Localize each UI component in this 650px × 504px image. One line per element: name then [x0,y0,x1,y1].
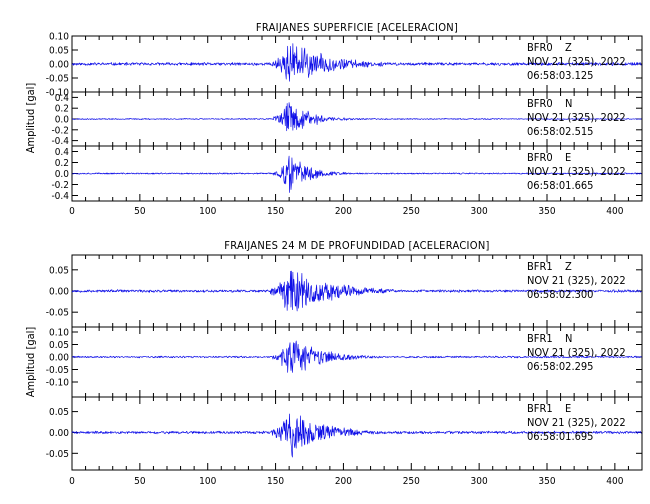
date-label: NOV 21 (325), 2022 [527,274,626,287]
x-tick-label: 0 [69,206,75,217]
waveform-trace [71,102,642,132]
station-label: BFR1 [527,332,553,345]
y-tick-label: 0.00 [49,60,69,71]
y-axis-label: Amplitud [gal] [24,83,37,154]
chart-title: FRAIJANES 24 M DE PROFUNDIDAD [ACELERACI… [224,239,489,252]
y-tick-label: -0.4 [51,136,69,147]
x-tick-label: 300 [471,476,488,487]
x-tick-label: 150 [267,476,284,487]
x-tick-label: 350 [538,206,555,217]
component-label: E [565,402,571,415]
waveform-trace [71,413,642,458]
time-label: 06:58:02.295 [527,360,593,373]
x-tick-label: 250 [403,206,420,217]
x-tick-label: 350 [538,476,555,487]
time-label: 06:58:03.125 [527,69,593,82]
component-label: Z [565,260,572,273]
y-tick-label: -0.05 [46,74,69,85]
x-tick-label: 0 [69,476,75,487]
time-label: 06:58:02.300 [527,288,593,301]
component-label: N [565,97,572,110]
waveform-trace [71,155,642,193]
y-tick-label: 0.10 [49,328,69,339]
x-tick-label: 50 [134,476,146,487]
y-tick-label: 0.05 [49,265,69,276]
y-tick-label: 0.05 [49,340,69,351]
y-tick-label: 0.2 [55,104,69,115]
station-label: BFR0 [527,41,553,54]
y-tick-label: -0.2 [51,125,69,136]
date-label: NOV 21 (325), 2022 [527,55,626,68]
waveform-trace [71,270,642,312]
y-tick-label: 0.4 [55,147,70,158]
x-tick-label: 300 [471,206,488,217]
y-tick-label: 0.0 [55,115,70,126]
y-axis-label: Amplitud [gal] [24,327,37,398]
station-label: BFR1 [527,402,553,415]
x-tick-label: 200 [335,206,352,217]
y-tick-label: -0.05 [46,449,69,460]
date-label: NOV 21 (325), 2022 [527,416,626,429]
y-tick-label: 0.05 [49,46,69,57]
x-tick-label: 50 [134,206,146,217]
x-tick-label: 150 [267,206,284,217]
x-tick-label: 400 [606,206,623,217]
time-label: 06:58:01.695 [527,430,593,443]
y-tick-label: -0.10 [46,88,70,99]
y-tick-label: -0.05 [46,308,69,319]
time-label: 06:58:01.665 [527,179,593,192]
y-tick-label: 0.00 [49,287,69,298]
x-tick-label: 250 [403,476,420,487]
waveform-trace [71,340,642,373]
y-tick-label: -0.10 [46,378,70,389]
y-tick-label: 0.05 [49,407,69,418]
station-label: BFR0 [527,97,553,110]
time-label: 06:58:02.515 [527,125,593,138]
x-tick-label: 400 [606,476,623,487]
station-label: BFR1 [527,260,553,273]
component-label: N [565,332,572,345]
date-label: NOV 21 (325), 2022 [527,346,626,359]
date-label: NOV 21 (325), 2022 [527,111,626,124]
x-tick-label: 100 [199,206,216,217]
y-tick-label: -0.2 [51,180,69,191]
y-tick-label: 0.10 [49,32,69,43]
x-tick-label: 200 [335,476,352,487]
date-label: NOV 21 (325), 2022 [527,165,626,178]
component-label: E [565,151,571,164]
y-tick-label: 0.00 [49,428,69,439]
component-label: Z [565,41,572,54]
x-tick-label: 100 [199,476,216,487]
y-tick-label: -0.05 [46,365,69,376]
station-label: BFR0 [527,151,553,164]
y-tick-label: -0.4 [51,191,69,202]
y-tick-label: 0.4 [55,93,70,104]
y-tick-label: 0.2 [55,158,69,169]
y-tick-label: 0.00 [49,353,69,364]
waveform-trace [71,43,642,82]
chart-title: FRAIJANES SUPERFICIE [ACELERACION] [256,21,458,34]
y-tick-label: 0.0 [55,169,70,180]
